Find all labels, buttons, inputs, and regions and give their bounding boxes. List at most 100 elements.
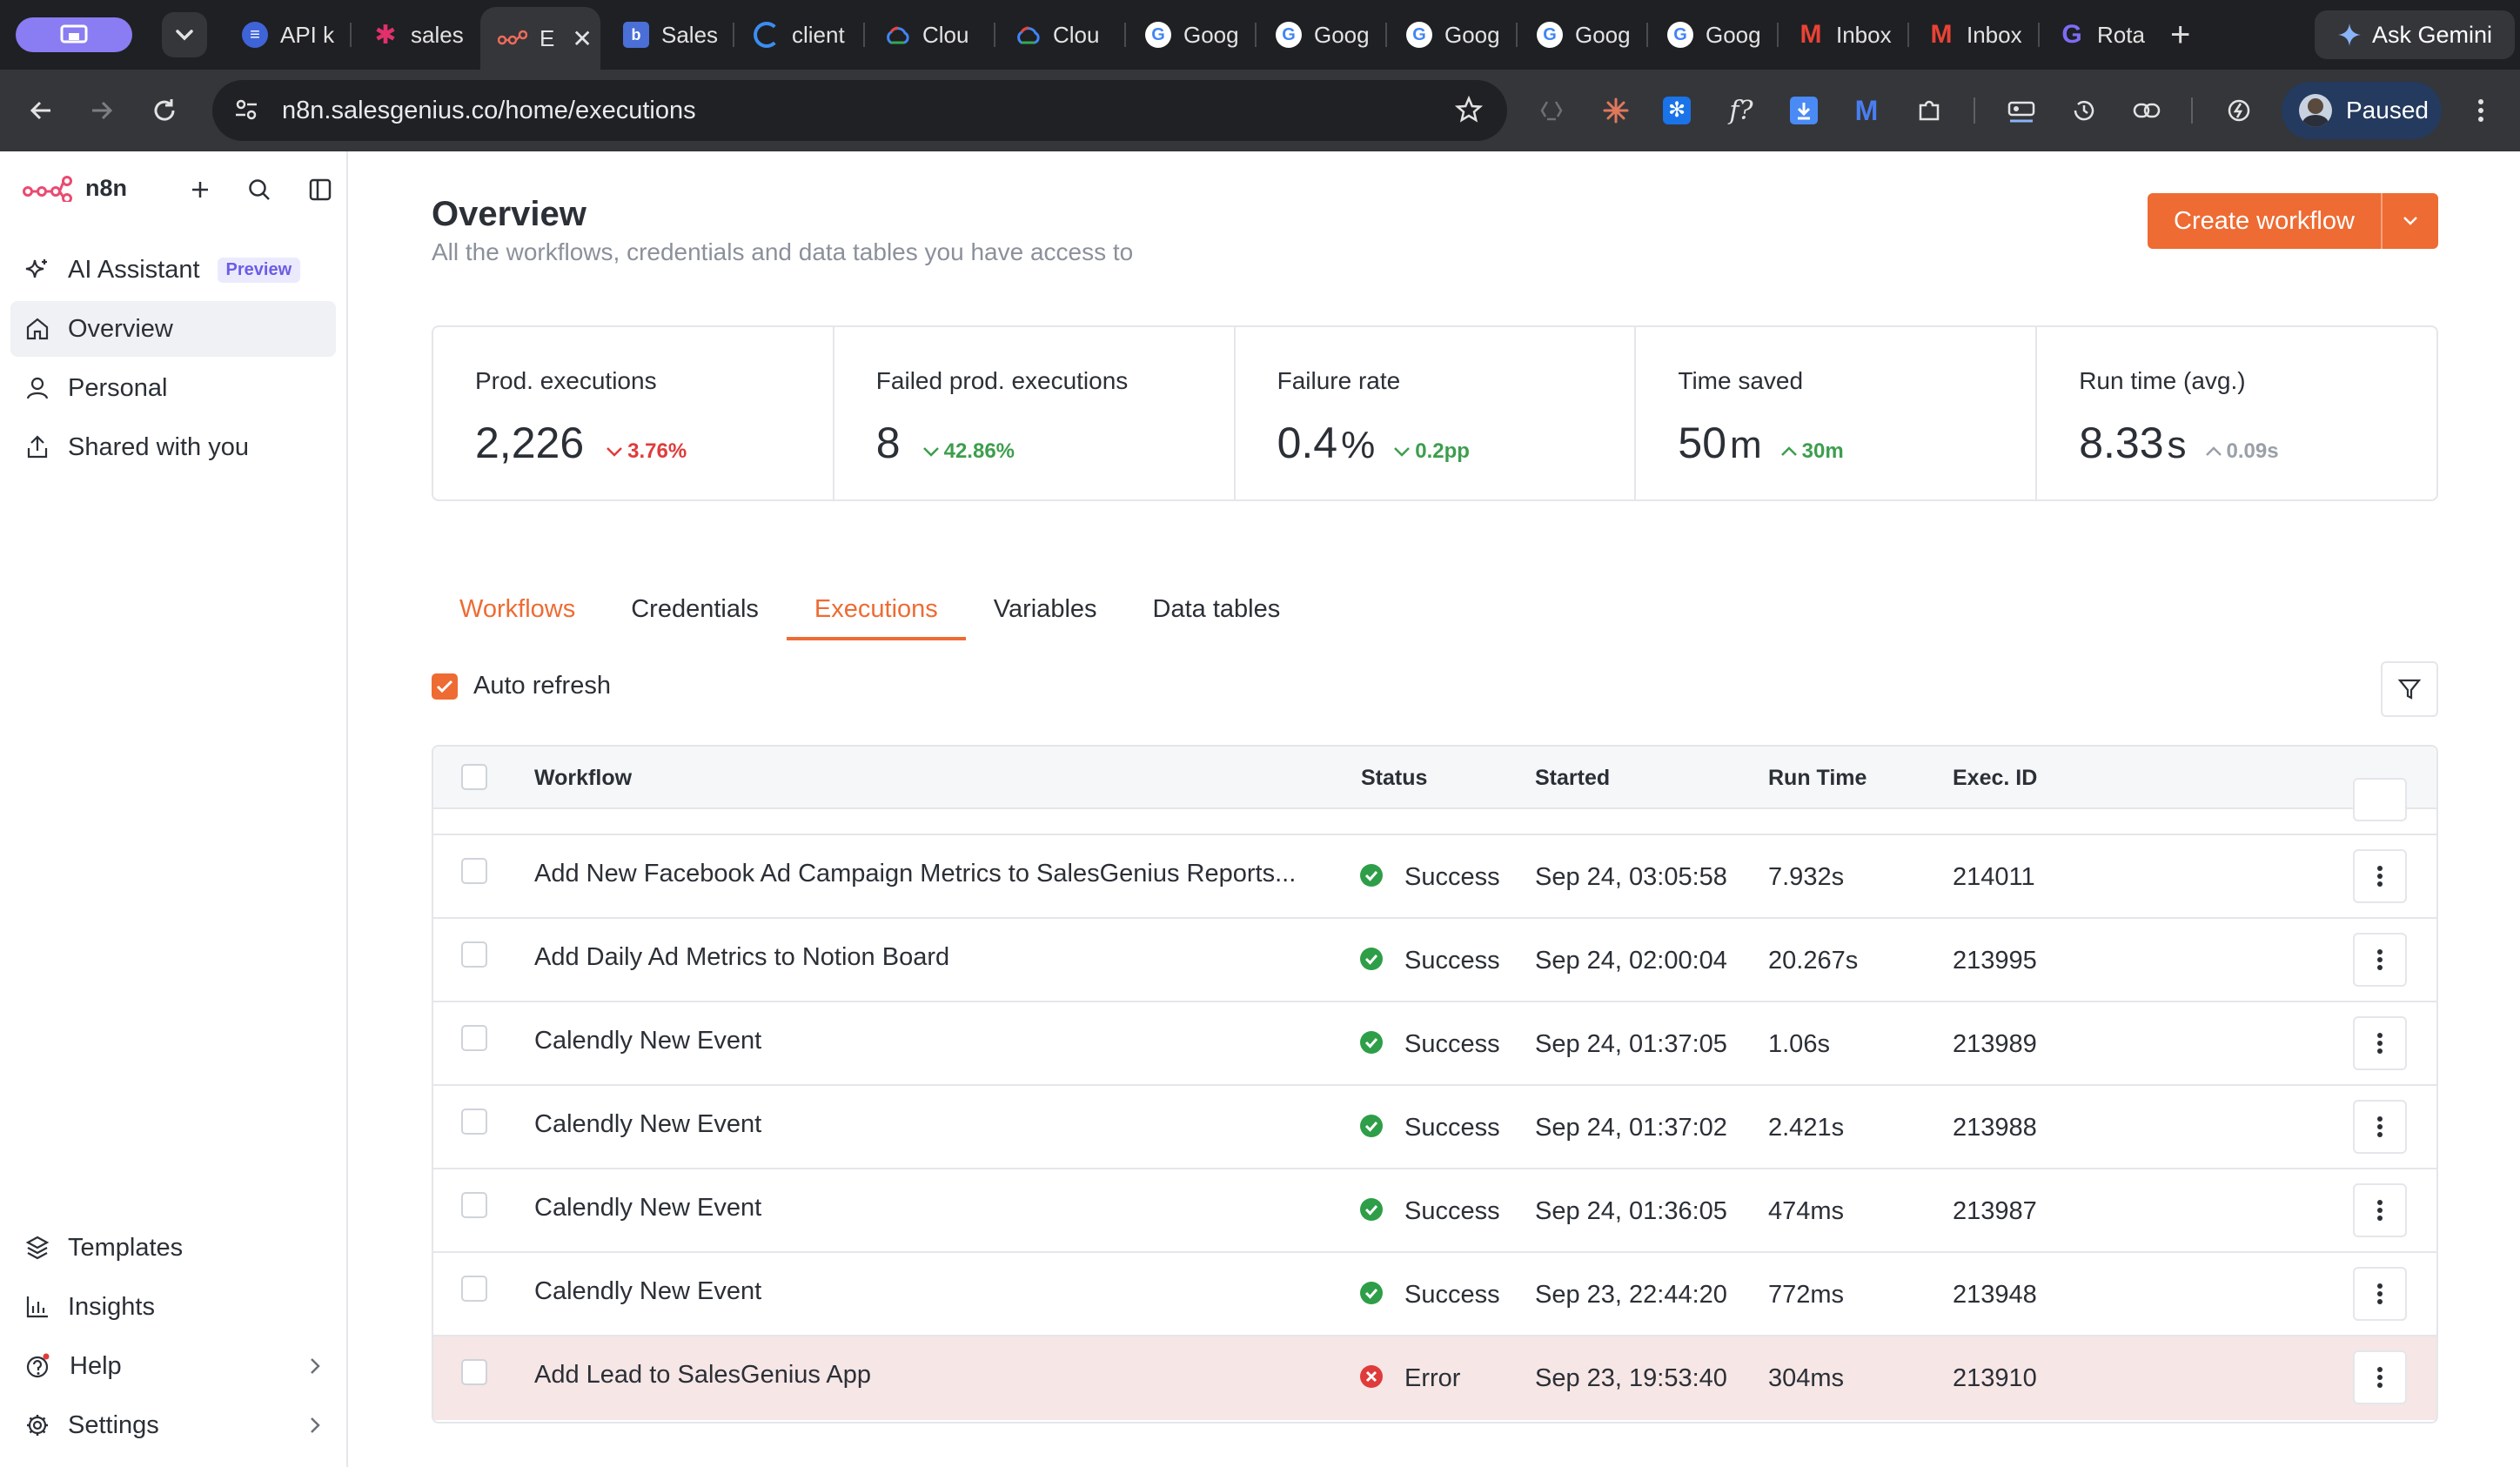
table-row[interactable]: Calendly New Event Success Sep 23, 22:44… xyxy=(433,1253,2436,1336)
sidebar-item-personal[interactable]: Personal xyxy=(10,360,336,416)
browser-tab[interactable]: b Sales xyxy=(606,9,727,61)
download-extension-icon[interactable] xyxy=(1782,89,1826,132)
profile-switcher[interactable] xyxy=(16,17,132,52)
table-row-error[interactable]: Add Lead to SalesGenius App Error Sep 23… xyxy=(433,1336,2436,1420)
stat-failure-rate[interactable]: Failure rate 0.4% 0.2pp xyxy=(1236,327,1637,499)
new-tab-icon[interactable]: + xyxy=(2170,16,2191,54)
row-actions-button[interactable] xyxy=(2353,1267,2407,1321)
column-status[interactable]: Status xyxy=(1361,766,1428,790)
row-actions-button[interactable] xyxy=(2353,1016,2407,1070)
auto-refresh-toggle[interactable]: Auto refresh xyxy=(432,672,611,700)
forward-button[interactable] xyxy=(80,89,124,132)
sidebar-item-shared-with-you[interactable]: Shared with you xyxy=(10,419,336,475)
site-settings-icon[interactable] xyxy=(233,97,259,123)
claude-extension-icon[interactable] xyxy=(1594,89,1638,132)
browser-tab[interactable]: Clou xyxy=(997,9,1119,61)
browser-tab-active[interactable]: E ✕ xyxy=(480,7,600,70)
row-checkbox[interactable] xyxy=(461,1025,487,1051)
row-checkbox[interactable] xyxy=(461,1276,487,1302)
link-icon[interactable] xyxy=(2125,89,2168,132)
table-row[interactable]: Add New Facebook Ad Campaign Metrics to … xyxy=(433,835,2436,919)
back-button[interactable] xyxy=(19,89,63,132)
browser-tab[interactable]: G Goog xyxy=(1650,9,1772,61)
browser-tab[interactable]: M Inbox xyxy=(1911,9,2033,61)
sidebar-item-settings[interactable]: Settings xyxy=(10,1397,336,1453)
tab-data-tables[interactable]: Data tables xyxy=(1152,595,1281,623)
column-run-time[interactable]: Run Time xyxy=(1768,766,1867,790)
tab-variables[interactable]: Variables xyxy=(993,595,1097,623)
table-row[interactable]: Calendly New Event Success Sep 24, 01:37… xyxy=(433,1002,2436,1086)
row-checkbox[interactable] xyxy=(461,941,487,968)
browser-tab[interactable]: G Goog xyxy=(1519,9,1641,61)
row-actions-button[interactable] xyxy=(2353,933,2407,987)
brand[interactable]: n8n xyxy=(23,174,127,202)
sidebar-item-overview[interactable]: Overview xyxy=(10,301,336,357)
select-all-checkbox[interactable] xyxy=(461,764,487,790)
table-row[interactable]: Calendly New Event Success Sep 24, 01:37… xyxy=(433,1086,2436,1169)
column-started[interactable]: Started xyxy=(1535,766,1611,790)
table-row[interactable]: Add Daily Ad Metrics to Notion Board Suc… xyxy=(433,919,2436,1002)
profile-paused-button[interactable]: Paused xyxy=(2282,82,2442,139)
row-actions-button[interactable] xyxy=(2353,849,2407,903)
sidebar-item-help[interactable]: Help xyxy=(10,1338,336,1394)
reload-button[interactable] xyxy=(143,89,186,132)
m-extension-icon[interactable]: M xyxy=(1854,94,1879,126)
tab-credentials[interactable]: Credentials xyxy=(631,595,759,623)
workflow-name[interactable]: Calendly New Event xyxy=(534,1027,762,1055)
table-row[interactable]: Calendly New Event Success Sep 24, 01:36… xyxy=(433,1169,2436,1253)
collapse-sidebar-icon[interactable] xyxy=(305,174,336,205)
create-options-dropdown[interactable] xyxy=(2383,216,2438,226)
sidebar-item-templates[interactable]: Templates xyxy=(10,1220,336,1276)
workflow-name[interactable]: Add Lead to SalesGenius App xyxy=(534,1361,871,1389)
ask-gemini-button[interactable]: Ask Gemini xyxy=(2315,10,2515,59)
bookmark-star-icon[interactable] xyxy=(1455,96,1483,124)
browser-menu-icon[interactable] xyxy=(2459,89,2503,132)
row-actions-button[interactable] xyxy=(2353,1100,2407,1154)
browser-tab[interactable]: G Goog xyxy=(1258,9,1380,61)
browser-tab[interactable]: Clou xyxy=(867,9,989,61)
filter-button[interactable] xyxy=(2381,661,2438,717)
row-checkbox[interactable] xyxy=(461,1109,487,1135)
snowflake-extension-icon[interactable]: ✻ xyxy=(1655,89,1699,132)
tab-executions[interactable]: Executions xyxy=(786,586,966,640)
extensions-puzzle-icon[interactable] xyxy=(1907,89,1951,132)
history-icon[interactable] xyxy=(2062,89,2106,132)
sidebar-item-ai-assistant[interactable]: AI Assistant Preview xyxy=(10,242,336,298)
tab-workflows[interactable]: Workflows xyxy=(459,595,576,623)
column-workflow[interactable]: Workflow xyxy=(534,766,633,790)
tab-search-button[interactable] xyxy=(162,12,207,57)
workflow-name[interactable]: Add Daily Ad Metrics to Notion Board xyxy=(534,943,950,971)
row-actions-button[interactable] xyxy=(2353,1350,2407,1404)
stat-prod-executions[interactable]: Prod. executions 2,226 3.76% xyxy=(433,327,834,499)
performance-icon[interactable] xyxy=(2217,89,2261,132)
auto-refresh-checkbox[interactable] xyxy=(432,673,458,700)
sidebar-item-insights[interactable]: Insights xyxy=(10,1279,336,1335)
close-tab-icon[interactable]: ✕ xyxy=(572,24,593,52)
address-bar[interactable]: n8n.salesgenius.co/home/executions xyxy=(212,80,1507,141)
row-actions-button[interactable] xyxy=(2353,1183,2407,1237)
formula-extension-icon[interactable]: f? xyxy=(1729,95,1753,126)
stat-run-time-avg[interactable]: Run time (avg.) 8.33s 0.09s xyxy=(2079,367,2279,467)
workflow-name[interactable]: Add New Facebook Ad Campaign Metrics to … xyxy=(534,860,1297,888)
browser-tab[interactable]: ✱ sales xyxy=(355,9,477,61)
browser-tab[interactable]: G Goog xyxy=(1128,9,1250,61)
plus-icon[interactable] xyxy=(184,174,216,205)
browser-tab[interactable]: G Rota xyxy=(2041,9,2163,61)
browser-tab[interactable]: client xyxy=(736,9,858,61)
search-icon[interactable] xyxy=(244,174,275,205)
recycle-extension-icon[interactable] xyxy=(1530,89,1573,132)
workflow-name[interactable]: Calendly New Event xyxy=(534,1194,762,1222)
browser-tab[interactable]: G Goog xyxy=(1389,9,1511,61)
create-workflow-button[interactable]: Create workflow xyxy=(2148,193,2438,249)
workflow-name[interactable]: Calendly New Event xyxy=(534,1277,762,1305)
browser-tab[interactable]: ≡ API k xyxy=(225,9,346,61)
row-actions-button[interactable] xyxy=(2353,778,2407,821)
row-checkbox[interactable] xyxy=(461,1359,487,1385)
row-checkbox[interactable] xyxy=(461,858,487,884)
stat-failed-prod-executions[interactable]: Failed prod. executions 8 42.86% xyxy=(834,327,1236,499)
workflow-name[interactable]: Calendly New Event xyxy=(534,1110,762,1138)
row-checkbox[interactable] xyxy=(461,1192,487,1218)
stat-time-saved[interactable]: Time saved 50m 30m xyxy=(1636,327,2038,499)
password-key-icon[interactable] xyxy=(2000,89,2043,132)
column-exec-id[interactable]: Exec. ID xyxy=(1953,766,2038,790)
